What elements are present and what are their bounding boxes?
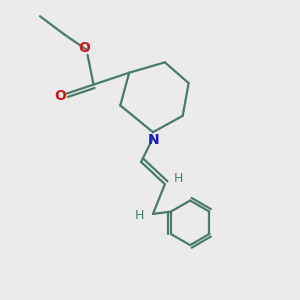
Text: O: O	[54, 89, 66, 103]
Text: H: H	[135, 209, 144, 222]
Text: O: O	[78, 41, 90, 56]
Text: N: N	[148, 133, 159, 147]
Text: H: H	[173, 172, 183, 185]
